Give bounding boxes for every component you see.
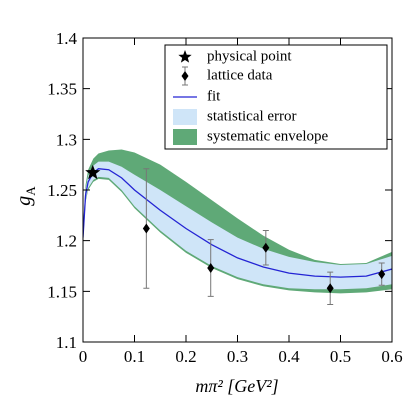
y-tick-label: 1.1	[56, 333, 77, 352]
legend-diamond	[181, 71, 189, 81]
y-tick-label: 1.4	[56, 29, 78, 48]
y-tick-label: 1.25	[47, 181, 77, 200]
y-label-main: g	[13, 196, 35, 206]
x-tick-label: 0.6	[381, 347, 402, 366]
legend-swatch	[173, 129, 197, 145]
legend-box	[164, 44, 388, 150]
legend-label: statistical error	[207, 108, 297, 124]
x-tick-label: 0	[79, 347, 88, 366]
y-axis-label: gA	[13, 186, 38, 206]
x-tick-label: 0.2	[175, 347, 196, 366]
band	[83, 149, 392, 294]
legend-label: lattice data	[207, 67, 273, 83]
y-label-sub: A	[23, 186, 38, 196]
x-tick-label: 0.4	[278, 347, 300, 366]
data-point	[142, 223, 150, 234]
legend-star	[178, 50, 192, 63]
legend-label: fit	[207, 88, 221, 104]
band	[83, 161, 392, 290]
data-point	[378, 269, 386, 280]
data-point	[326, 283, 334, 294]
y-tick-label: 1.35	[47, 80, 77, 99]
physical-point	[85, 164, 101, 180]
x-axis-label: mπ² [GeV²]	[195, 376, 278, 396]
y-tick-label: 1.15	[47, 282, 77, 301]
legend-label: physical point	[207, 48, 292, 64]
y-tick-label: 1.3	[56, 130, 77, 149]
legend-label: systematic envelope	[207, 128, 329, 144]
x-tick-label: 0.1	[124, 347, 145, 366]
data-point	[207, 263, 215, 274]
legend-swatch	[173, 109, 197, 125]
x-tick-label: 0.5	[330, 347, 351, 366]
series-layer	[83, 149, 392, 306]
x-tick-label: 0.3	[227, 347, 248, 366]
y-tick-label: 1.2	[56, 232, 77, 251]
data-point	[262, 242, 270, 253]
